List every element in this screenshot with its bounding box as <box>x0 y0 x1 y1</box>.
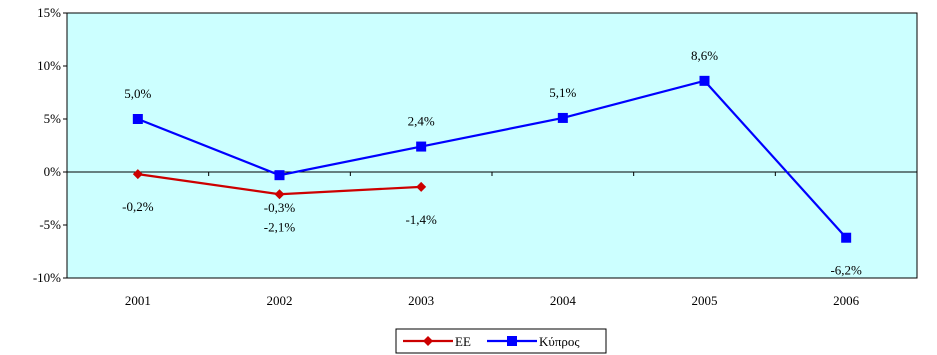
data-label: 8,6% <box>691 48 718 63</box>
x-tick-label: 2003 <box>408 293 434 308</box>
y-tick-label: -5% <box>39 217 61 232</box>
data-label: 5,0% <box>124 86 151 101</box>
data-label: -0,2% <box>122 199 154 214</box>
data-point <box>274 170 285 181</box>
data-point <box>274 189 285 200</box>
data-label: -1,4% <box>405 212 437 227</box>
series-layer <box>132 75 852 243</box>
y-tick-label: 5% <box>44 111 62 126</box>
x-tick-label: 2006 <box>833 293 860 308</box>
y-tick-label: 0% <box>44 164 62 179</box>
data-point <box>557 112 568 123</box>
y-tick-label: 10% <box>37 58 61 73</box>
legend-marker-cyprus <box>507 336 517 346</box>
data-label: 5,1% <box>549 85 576 100</box>
data-label: -6,2% <box>830 263 862 278</box>
legend: ΕΕ Κύπρος <box>395 328 607 354</box>
data-point <box>132 114 143 124</box>
series-line-1 <box>137 79 847 239</box>
legend-label-ee: ΕΕ <box>455 334 471 349</box>
plot-area <box>66 12 918 279</box>
data-point <box>416 181 427 192</box>
data-label: -0,3% <box>264 200 296 215</box>
data-labels: -0,2% -2,1% -1,4% 5,0% -0,3% 2,4% 5,1% 8,6% -6,2… <box>122 48 862 278</box>
y-tick-label: 15% <box>37 5 61 20</box>
data-point <box>699 75 710 86</box>
data-label: 2,4% <box>408 114 435 129</box>
axes: 15% 10% 5% 0% -5% -10% 2001 2002 2003 2004 2005 200… <box>33 5 918 308</box>
legend-marker-ee <box>423 336 433 346</box>
x-tick-label: 2002 <box>267 293 293 308</box>
legend-label-cyprus: Κύπρος <box>539 334 580 349</box>
x-tick-label: 2004 <box>550 293 577 308</box>
y-tick-label: -10% <box>33 270 61 285</box>
data-point <box>841 232 852 243</box>
x-tick-label: 2005 <box>692 293 718 308</box>
data-point <box>416 141 427 152</box>
data-point <box>132 169 143 180</box>
x-tick-label: 2001 <box>125 293 151 308</box>
data-label: -2,1% <box>264 219 296 234</box>
